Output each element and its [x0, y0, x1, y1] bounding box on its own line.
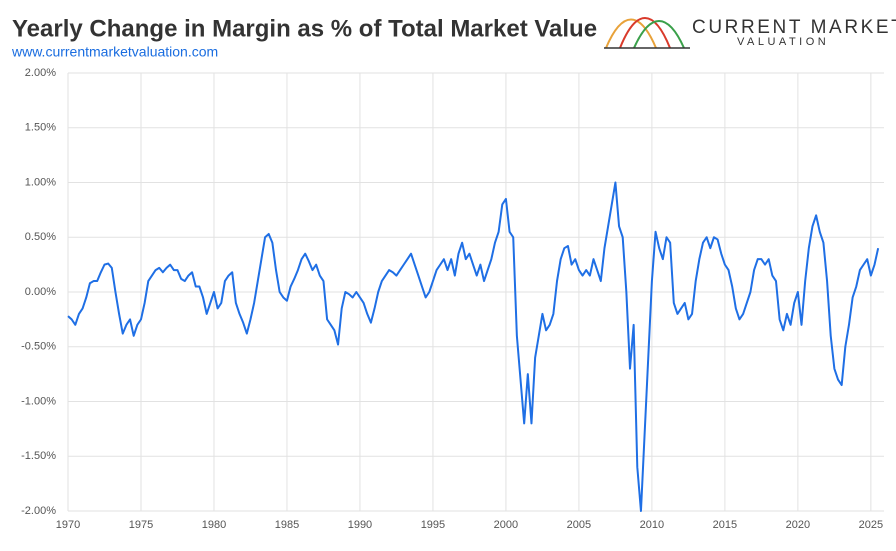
logo-subtext: VALUATION [737, 36, 829, 48]
y-tick-label: 0.50% [25, 231, 56, 243]
x-tick-label: 2015 [713, 519, 737, 531]
x-tick-label: 2025 [859, 519, 883, 531]
x-tick-label: 2020 [786, 519, 810, 531]
x-tick-label: 1985 [275, 519, 299, 531]
y-tick-label: 1.00% [25, 176, 56, 188]
data-line [67, 181, 880, 512]
x-tick-label: 2005 [567, 519, 591, 531]
logo [604, 17, 690, 49]
x-tick-label: 1975 [129, 519, 153, 531]
y-tick-label: -2.00% [21, 505, 56, 517]
y-tick-label: -1.50% [21, 450, 56, 462]
x-tick-label: 1990 [348, 519, 372, 531]
chart-subtitle[interactable]: www.currentmarketvaluation.com [11, 44, 218, 60]
x-tick-label: 2010 [640, 519, 664, 531]
x-tick-label: 1970 [56, 519, 80, 531]
y-tick-label: 0.00% [25, 286, 56, 298]
x-tick-label: 1980 [202, 519, 226, 531]
chart-title: Yearly Change in Margin as % of Total Ma… [12, 15, 597, 42]
x-tick-label: 1995 [421, 519, 445, 531]
x-tick-label: 2000 [494, 519, 518, 531]
logo-text: CURRENT MARKET [692, 17, 896, 38]
y-tick-label: 1.50% [25, 122, 56, 134]
y-tick-label: -1.00% [21, 395, 56, 407]
y-tick-label: 2.00% [25, 67, 56, 79]
y-tick-label: -0.50% [21, 341, 56, 353]
